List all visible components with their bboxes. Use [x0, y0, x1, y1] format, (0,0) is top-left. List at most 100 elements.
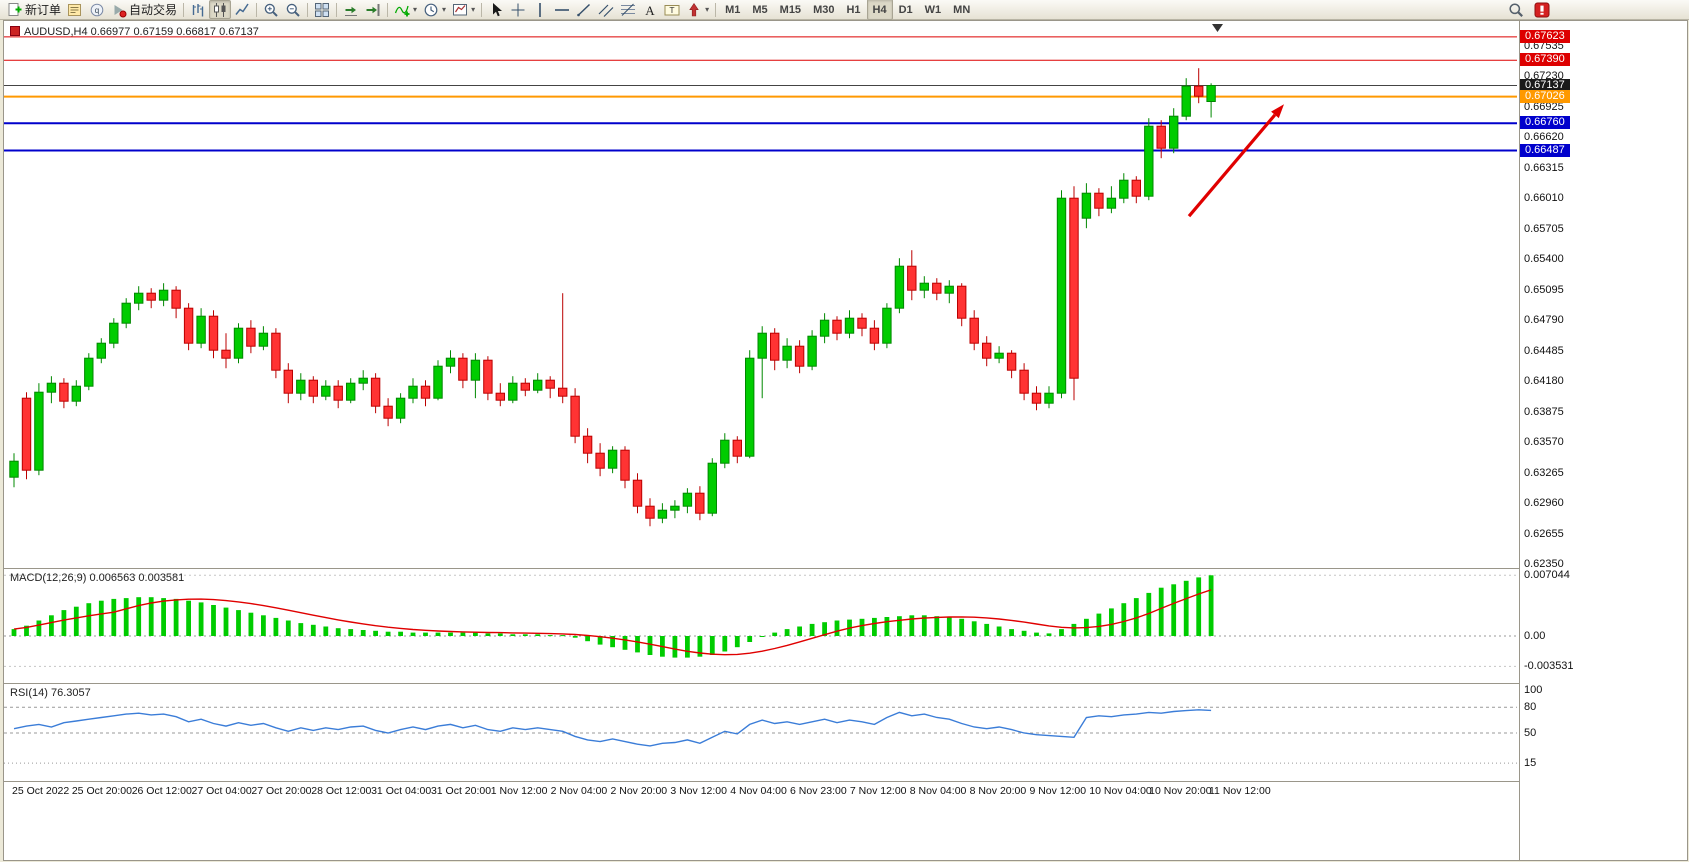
time-axis-label: 11 Nov 12:00 — [1209, 785, 1271, 797]
time-axis-label: 31 Oct 20:00 — [430, 785, 492, 797]
text-button[interactable]: A — [639, 0, 661, 19]
timeframe-mn-button[interactable]: MN — [953, 3, 971, 16]
price-axis-label: 0.65400 — [1524, 253, 1564, 266]
time-axis-label: 10 Nov 20:00 — [1149, 785, 1212, 797]
timeframe-m5-button[interactable]: M5 — [752, 3, 768, 16]
trend-arrow[interactable] — [1187, 104, 1284, 218]
pane-separator[interactable] — [4, 568, 1687, 569]
template-icon — [453, 3, 468, 15]
rsi-line — [13, 709, 1212, 747]
rsi-pane[interactable] — [4, 684, 1517, 780]
price-axis-label: 0.62960 — [1524, 497, 1564, 510]
cursor-button[interactable] — [485, 0, 507, 19]
time-axis-label: 8 Nov 20:00 — [969, 785, 1027, 797]
zoom-out-button[interactable] — [282, 0, 304, 19]
toolbar-separator — [336, 2, 338, 17]
macd-pane[interactable] — [4, 569, 1517, 682]
periods-button[interactable]: ▾ — [420, 0, 449, 19]
chevron-down-icon: ▾ — [705, 5, 710, 14]
price-axis-label: 0.64180 — [1524, 375, 1564, 388]
crosshair-icon — [511, 3, 525, 16]
time-axis-label: 10 Nov 04:00 — [1089, 785, 1152, 797]
mql5-community-button[interactable]: q — [86, 0, 108, 19]
price-candlestick-pane[interactable] — [4, 23, 1517, 568]
notification-button[interactable] — [1531, 0, 1553, 19]
pane-separator[interactable] — [4, 683, 1687, 684]
price-axis[interactable]: 0.67535 0.67230 0.66925 0.66620 0.66315 0.660… — [1519, 21, 1687, 860]
channel-button[interactable] — [595, 0, 617, 19]
macd-label: MACD(12,26,9) 0.006563 0.003581 — [10, 572, 185, 584]
zoom-in-button[interactable] — [260, 0, 282, 19]
price-axis-label: 0.63265 — [1524, 466, 1564, 479]
indicators-button[interactable]: ▾ — [391, 0, 420, 19]
rsi-axis-label: 15 — [1524, 757, 1537, 770]
line-chart-icon — [235, 3, 249, 15]
vertical-line-icon — [539, 2, 541, 17]
timeframe-m30-button[interactable]: M30 — [813, 3, 835, 16]
timeframe-m15-button[interactable]: M15 — [779, 3, 802, 16]
new-order-button[interactable]: 新订单 — [4, 0, 64, 19]
text-label-button[interactable]: T — [661, 0, 683, 19]
metaeditor-button[interactable] — [64, 0, 86, 19]
chart-shift-marker[interactable] — [1212, 24, 1223, 32]
tile-windows-button[interactable] — [311, 0, 333, 19]
timeframe-h4-button[interactable]: H4 — [866, 0, 893, 20]
auto-trading-label: 自动交易 — [129, 3, 178, 17]
bar-chart-icon — [192, 3, 204, 16]
horizontal-line-button[interactable] — [551, 0, 573, 19]
templates-button[interactable]: ▾ — [449, 0, 478, 19]
time-axis-label: 4 Nov 04:00 — [730, 785, 787, 797]
chart-plot-area[interactable]: AUDUSD,H4 0.66977 0.67159 0.66817 0.6713… — [4, 21, 1517, 860]
time-axis-label: 7 Nov 12:00 — [849, 785, 907, 797]
time-axis-label: 25 Oct 2022 — [12, 785, 70, 797]
price-axis-label: 0.63875 — [1524, 405, 1564, 418]
channel-icon — [598, 4, 614, 17]
pane-separator[interactable] — [4, 781, 1687, 782]
timeframe-m1-button[interactable]: M1 — [725, 3, 741, 16]
rsi-axis-label: 50 — [1524, 727, 1537, 739]
vertical-line-button[interactable] — [529, 0, 551, 19]
price-axis-label: 0.62350 — [1524, 558, 1564, 571]
price-axis-label: 0.64485 — [1524, 344, 1564, 357]
search-icon — [1509, 2, 1523, 17]
chart-shift-button[interactable] — [362, 0, 384, 19]
time-axis-label: 3 Nov 12:00 — [670, 785, 727, 797]
arrows-button[interactable]: ▾ — [683, 0, 712, 19]
candle-chart-button[interactable] — [209, 0, 232, 19]
zoom-out-icon — [286, 3, 300, 17]
timeframe-w1-button[interactable]: W1 — [924, 3, 942, 16]
time-axis-label: 2 Nov 20:00 — [610, 785, 668, 797]
price-axis-label: 0.65095 — [1524, 283, 1564, 296]
time-axis[interactable]: 25 Oct 2022 25 Oct 20:00 26 Oct 12:00 27 Oc… — [4, 782, 1517, 802]
text-icon: A — [645, 3, 655, 18]
auto-scroll-button[interactable] — [340, 0, 362, 19]
auto-trading-button[interactable]: 自动交易 — [108, 0, 180, 19]
price-line-badge: 0.67026 — [1520, 89, 1570, 103]
fibonacci-icon — [621, 3, 636, 16]
toolbar-separator — [481, 2, 483, 17]
bar-chart-button[interactable] — [187, 0, 209, 19]
price-axis-label: 0.66925 — [1524, 100, 1564, 113]
toolbar-separator — [183, 2, 185, 17]
time-axis-label: 26 Oct 12:00 — [131, 785, 192, 797]
price-axis-label: 0.66620 — [1524, 131, 1564, 144]
search-button[interactable] — [1505, 0, 1527, 19]
timeframe-d1-button[interactable]: D1 — [898, 3, 913, 16]
price-line-badge: 0.66760 — [1520, 116, 1570, 130]
chevron-down-icon: ▾ — [442, 5, 447, 14]
toolbar-separator — [256, 2, 258, 17]
chevron-down-icon: ▾ — [413, 5, 418, 14]
timeframe-h1-button[interactable]: H1 — [846, 3, 861, 16]
horizontal-line-icon — [555, 8, 570, 11]
price-axis-label: 0.62655 — [1524, 527, 1564, 540]
time-axis-label: 6 Nov 23:00 — [790, 785, 847, 797]
trendline-button[interactable] — [573, 0, 595, 19]
time-axis-label: 28 Oct 12:00 — [311, 785, 372, 797]
tile-windows-icon — [315, 2, 330, 17]
fibonacci-button[interactable] — [617, 0, 639, 19]
macd-axis-label: -0.003531 — [1524, 660, 1574, 673]
macd-histogram — [11, 575, 1214, 658]
time-axis-label: 27 Oct 20:00 — [251, 785, 312, 797]
crosshair-button[interactable] — [507, 0, 529, 19]
line-chart-button[interactable] — [231, 0, 253, 19]
